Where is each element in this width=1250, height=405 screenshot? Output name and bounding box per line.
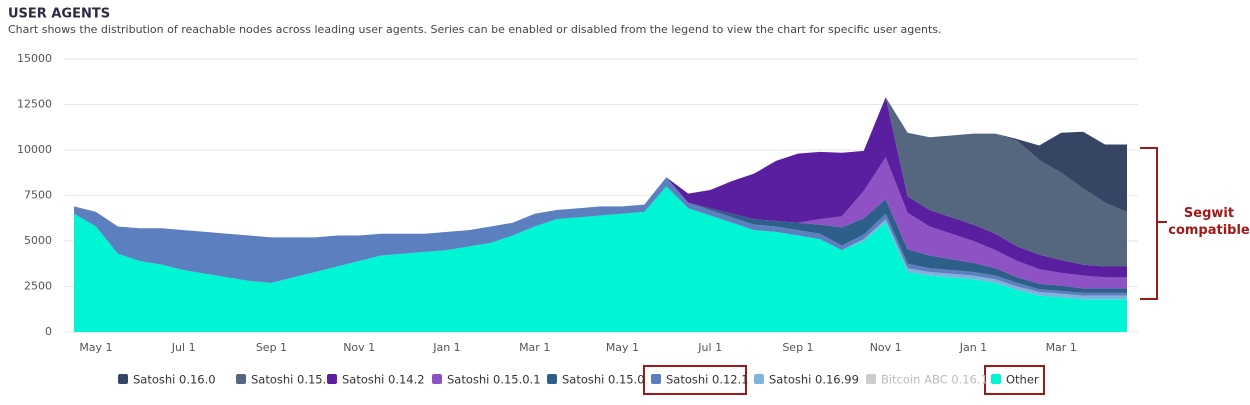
area	[74, 177, 1127, 296]
legend-item[interactable]: Satoshi 0.15.0	[547, 373, 645, 387]
y-tick-label: 2500	[24, 280, 52, 293]
legend-swatch	[432, 374, 442, 384]
x-tick-label: Nov 1	[870, 341, 902, 354]
x-tick-label: Jul 1	[697, 341, 722, 354]
area	[74, 157, 1127, 289]
legend-item[interactable]: Satoshi 0.15.0.1	[432, 373, 541, 387]
legend-item[interactable]: Satoshi 0.12.1	[651, 373, 749, 387]
legend-label: Satoshi 0.15.1	[251, 373, 334, 387]
x-tick-label: Jul 1	[171, 341, 196, 354]
legend-swatch	[651, 374, 661, 384]
legend-item[interactable]: Satoshi 0.16.99	[754, 373, 859, 387]
legend-item[interactable]: Satoshi 0.15.1	[236, 373, 334, 387]
x-tick-label: Mar 1	[519, 341, 550, 354]
annotation-box: Segwit compatible	[1168, 206, 1250, 238]
area	[74, 186, 1127, 332]
legend-label: Bitcoin ABC 0.16.1	[881, 373, 988, 387]
legend-label: Satoshi 0.16.99	[769, 373, 859, 387]
legend-label: Satoshi 0.15.0.1	[447, 373, 541, 387]
legend-item[interactable]: Satoshi 0.14.2	[327, 373, 425, 387]
area	[74, 177, 1127, 293]
x-tick-label: Jan 1	[432, 341, 460, 354]
legend-swatch	[118, 374, 128, 384]
legend-label: Satoshi 0.16.0	[133, 373, 216, 387]
legend-swatch	[547, 374, 557, 384]
legend-item[interactable]: Satoshi 0.16.0	[118, 373, 216, 387]
x-tick-label: Sep 1	[256, 341, 287, 354]
legend-label: Other	[1006, 373, 1039, 387]
y-tick-label: 12500	[17, 98, 52, 111]
legend-swatch	[236, 374, 246, 384]
legend-item[interactable]: Other	[991, 373, 1039, 387]
y-tick-label: 10000	[17, 143, 52, 156]
x-tick-label: Sep 1	[782, 341, 813, 354]
x-tick-label: May 1	[606, 341, 639, 354]
chart-subtitle: Chart shows the distribution of reachabl…	[8, 23, 942, 36]
y-tick-label: 15000	[17, 52, 52, 65]
legend-label: Satoshi 0.12.1	[666, 373, 749, 387]
y-tick-label: 7500	[24, 189, 52, 202]
chart-title: USER AGENTS	[8, 7, 110, 22]
x-tick-label: Nov 1	[343, 341, 375, 354]
y-tick-label: 5000	[24, 234, 52, 247]
highlight-box	[984, 365, 1045, 395]
highlight-box	[643, 365, 747, 395]
y-tick-label: 0	[45, 325, 52, 338]
x-tick-label: Jan 1	[959, 341, 987, 354]
legend-label: Satoshi 0.14.2	[342, 373, 425, 387]
legend-item[interactable]: Bitcoin ABC 0.16.1	[866, 373, 988, 387]
legend-swatch	[754, 374, 764, 384]
area	[74, 186, 1127, 300]
legend-swatch	[866, 374, 876, 384]
area	[74, 97, 1127, 267]
annotation: Segwit compatible	[1168, 206, 1250, 238]
x-tick-label: Mar 1	[1046, 341, 1077, 354]
legend-label: Satoshi 0.15.0	[562, 373, 645, 387]
legend-swatch	[991, 374, 1001, 384]
bracket	[1140, 147, 1158, 300]
x-tick-label: May 1	[79, 341, 112, 354]
legend-swatch	[327, 374, 337, 384]
area	[74, 97, 1127, 278]
